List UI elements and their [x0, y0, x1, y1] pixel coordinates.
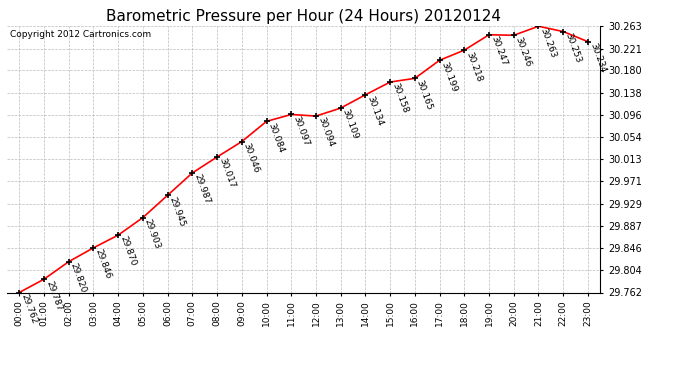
Text: 30.247: 30.247: [489, 35, 509, 68]
Text: 30.263: 30.263: [538, 26, 558, 59]
Text: 30.084: 30.084: [266, 122, 286, 154]
Text: 29.870: 29.870: [118, 235, 137, 268]
Text: 30.094: 30.094: [316, 116, 335, 149]
Text: 30.134: 30.134: [366, 95, 384, 128]
Title: Barometric Pressure per Hour (24 Hours) 20120124: Barometric Pressure per Hour (24 Hours) …: [106, 9, 501, 24]
Text: 29.787: 29.787: [44, 279, 63, 312]
Text: 30.017: 30.017: [217, 157, 237, 190]
Text: 30.234: 30.234: [588, 42, 607, 74]
Text: 29.820: 29.820: [69, 262, 88, 294]
Text: 29.903: 29.903: [143, 217, 162, 250]
Text: Copyright 2012 Cartronics.com: Copyright 2012 Cartronics.com: [10, 30, 151, 39]
Text: 29.846: 29.846: [93, 248, 112, 280]
Text: 30.046: 30.046: [241, 142, 261, 174]
Text: 30.158: 30.158: [390, 82, 409, 115]
Text: 29.945: 29.945: [168, 195, 187, 228]
Text: 30.097: 30.097: [291, 114, 310, 147]
Text: 29.987: 29.987: [193, 173, 212, 206]
Text: 30.165: 30.165: [415, 78, 434, 111]
Text: 30.246: 30.246: [514, 35, 533, 68]
Text: 30.253: 30.253: [563, 32, 582, 64]
Text: 29.762: 29.762: [19, 292, 39, 325]
Text: 30.218: 30.218: [464, 50, 484, 83]
Text: 30.199: 30.199: [440, 60, 459, 93]
Text: 30.109: 30.109: [341, 108, 360, 141]
